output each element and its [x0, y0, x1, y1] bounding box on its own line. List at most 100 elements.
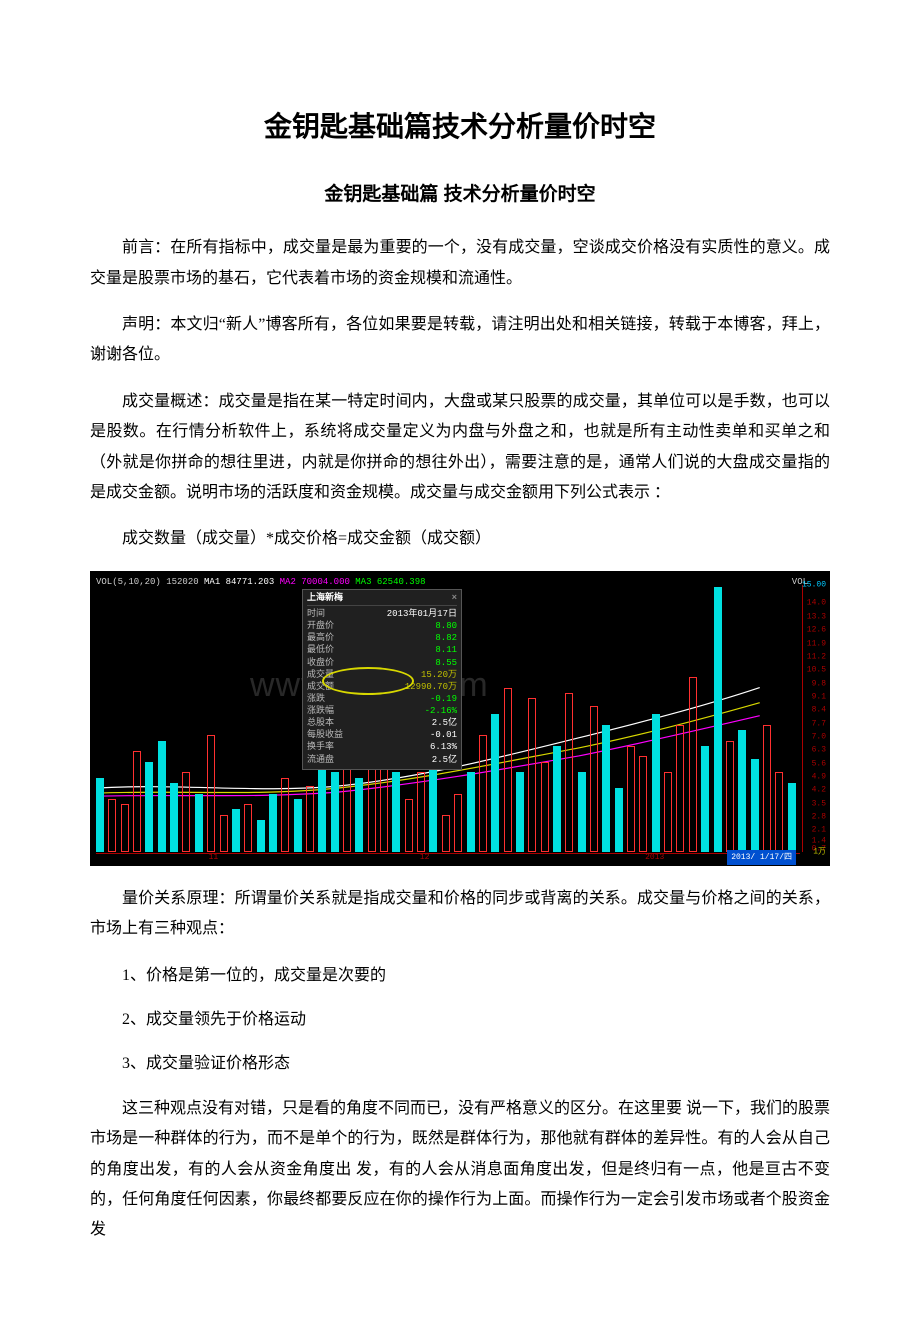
volume-bar	[96, 778, 104, 852]
list-item-3: 3、成交量验证价格形态	[90, 1049, 830, 1079]
info-row: 流通盘 2.5亿	[307, 754, 457, 766]
volume-bar	[553, 746, 561, 852]
volume-bar	[207, 735, 215, 852]
volume-bar	[664, 772, 672, 852]
volume-bar	[467, 772, 475, 852]
info-key: 成交额	[307, 681, 334, 693]
volume-bar	[195, 794, 203, 852]
volume-bar	[331, 772, 339, 852]
document-subtitle: 金钥匙基础篇 技术分析量价时空	[90, 177, 830, 213]
volume-bar	[775, 772, 783, 852]
volume-bar	[121, 804, 129, 852]
vol-indicator-label: VOL(5,10,20)	[96, 577, 161, 587]
chart-y-axis: 15.0014.013.312.611.911.210.59.89.18.47.…	[802, 585, 828, 852]
volume-bar	[639, 756, 647, 851]
info-value: 6.13%	[430, 741, 457, 753]
info-row: 时间 2013年01月17日	[307, 608, 457, 620]
info-key: 时间	[307, 608, 325, 620]
info-row: 换手率 6.13%	[307, 741, 457, 753]
volume-bar	[220, 815, 228, 852]
ma3-label: MA3 62540.398	[355, 577, 425, 587]
info-row: 涨跌-0.19	[307, 693, 457, 705]
volume-bar	[294, 799, 302, 852]
info-value: 8.82	[435, 632, 457, 644]
volume-bar	[244, 804, 252, 852]
info-key: 总股本	[307, 717, 334, 729]
info-row: 成交量15.20万	[307, 669, 457, 681]
list-item-2: 2、成交量领先于价格运动	[90, 1005, 830, 1035]
info-row: 总股本 2.5亿	[307, 717, 457, 729]
volume-bar	[392, 772, 400, 852]
info-value: 2.5亿	[432, 717, 457, 729]
document-title: 金钥匙基础篇技术分析量价时空	[90, 100, 830, 153]
volume-bar	[491, 714, 499, 852]
info-row: 涨跌幅 -2.16%	[307, 705, 457, 717]
volume-bar	[689, 677, 697, 852]
volume-bar	[479, 735, 487, 852]
info-row: 开盘价 8.80	[307, 620, 457, 632]
info-value: 8.55	[435, 657, 457, 669]
volume-bar	[405, 799, 413, 852]
chart-x-axis: 11 12 2013	[96, 853, 800, 866]
volume-bar	[108, 799, 116, 852]
paragraph-principle: 量价关系原理：所谓量价关系就是指成交量和价格的同步或背离的关系。成交量与价格之间…	[90, 884, 830, 945]
ma1-label: MA1 84771.203	[204, 577, 274, 587]
info-key: 涨跌幅	[307, 705, 334, 717]
info-row: 收盘价 8.55	[307, 657, 457, 669]
volume-bar	[751, 759, 759, 852]
volume-bar	[133, 751, 141, 852]
x-tick: 12	[420, 850, 430, 865]
volume-bar	[602, 725, 610, 852]
x-tick: 11	[209, 850, 219, 865]
volume-bar	[417, 772, 425, 852]
paragraph-declaration: 声明：本文归“新人”博客所有，各位如果要是转载，请注明出处和相关链接，转载于本博…	[90, 310, 830, 371]
paragraph-conclude: 这三种观点没有对错，只是看的角度不同而已，没有严格意义的区分。在这里要 说一下，…	[90, 1094, 830, 1246]
volume-bar	[701, 746, 709, 852]
info-value: -0.01	[430, 729, 457, 741]
volume-bar	[380, 756, 388, 851]
vol-indicator-value: 152020	[166, 577, 198, 587]
ma2-label: MA2 70004.000	[280, 577, 350, 587]
volume-bar	[454, 794, 462, 852]
volume-bar	[257, 820, 265, 852]
info-panel-title-row: 上海新梅 ×	[307, 592, 457, 606]
volume-bar	[269, 794, 277, 852]
info-value: 12990.70万	[405, 681, 457, 693]
volume-bar	[306, 786, 314, 852]
info-key: 换手率	[307, 741, 334, 753]
info-value: 15.20万	[421, 669, 457, 681]
volume-bar	[565, 693, 573, 852]
volume-bar	[504, 688, 512, 852]
volume-bar	[528, 698, 536, 852]
info-key: 开盘价	[307, 620, 334, 632]
x-tick: 2013	[645, 850, 664, 865]
y-tick: 15.00	[802, 577, 826, 592]
close-icon[interactable]: ×	[452, 592, 457, 604]
volume-bar	[763, 725, 771, 852]
stock-info-panel: 上海新梅 × 时间 2013年01月17日开盘价 8.80 最高价 8.82最低价8.1…	[302, 589, 462, 770]
info-key: 收盘价	[307, 657, 334, 669]
info-value: 8.11	[435, 644, 457, 656]
info-value: -2.16%	[425, 705, 457, 717]
volume-bar	[788, 783, 796, 852]
volume-bar	[281, 778, 289, 852]
info-value: 2.5亿	[432, 754, 457, 766]
volume-bar	[182, 772, 190, 852]
info-row: 最高价 8.82	[307, 632, 457, 644]
volume-bar	[726, 741, 734, 852]
paragraph-intro: 前言：在所有指标中，成交量是最为重要的一个，没有成交量，空谈成交价格没有实质性的…	[90, 233, 830, 294]
volume-bar	[158, 741, 166, 852]
info-value: 8.80	[435, 620, 457, 632]
info-key: 最高价	[307, 632, 334, 644]
paragraph-overview: 成交量概述：成交量是指在某一特定时间内，大盘或某只股票的成交量，其单位可以是手数…	[90, 387, 830, 509]
volume-bar	[578, 772, 586, 852]
volume-bar	[652, 714, 660, 852]
info-row: 每股收益-0.01	[307, 729, 457, 741]
volume-bar	[714, 587, 722, 852]
info-value: 2013年01月17日	[387, 608, 457, 620]
info-value: -0.19	[430, 693, 457, 705]
info-key: 流通盘	[307, 754, 334, 766]
info-row: 最低价8.11	[307, 644, 457, 656]
volume-bar	[590, 706, 598, 852]
volume-bar	[145, 762, 153, 852]
